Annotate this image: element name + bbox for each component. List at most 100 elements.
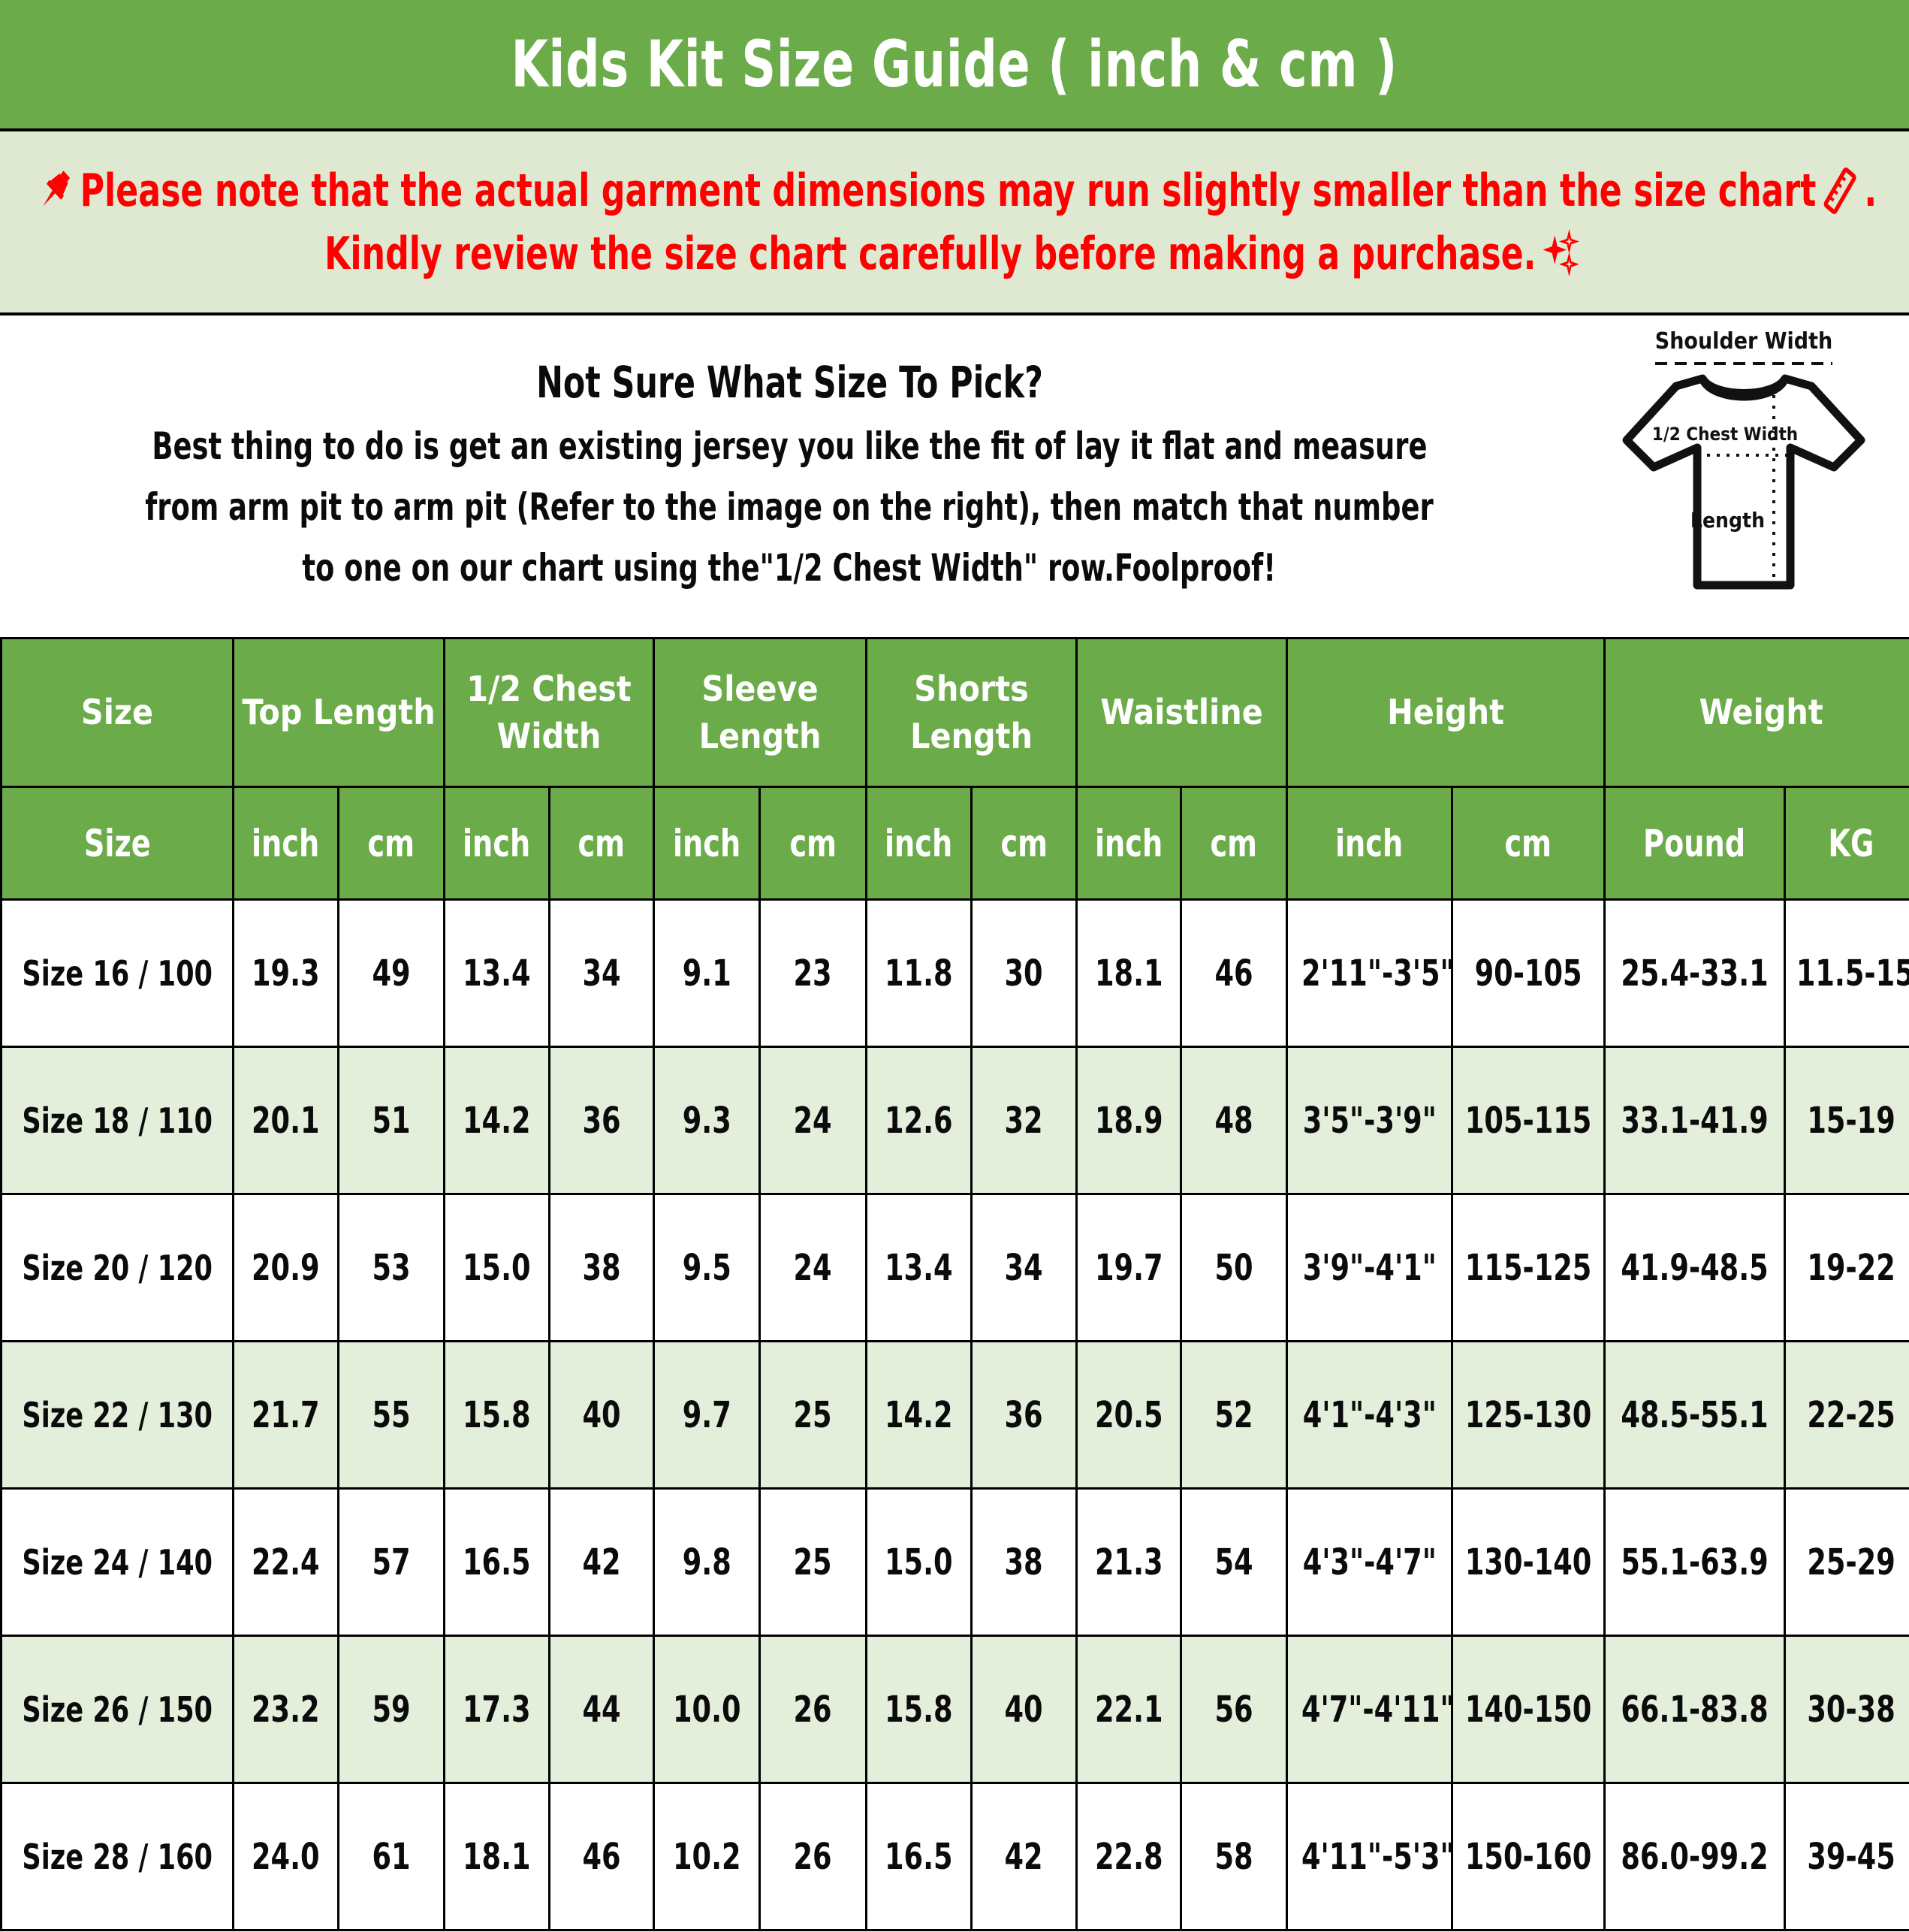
cell-value: 25-29 — [1807, 1541, 1895, 1583]
cell-value: 11.8 — [885, 952, 953, 995]
cell-value: 22.4 — [252, 1541, 320, 1583]
cell-value: 14.2 — [463, 1099, 531, 1142]
cell-value: 15.0 — [463, 1246, 531, 1289]
cell-value: 24 — [793, 1099, 833, 1142]
value-cell: 66.1-83.8 — [1603, 1635, 1787, 1784]
cell-value: 46 — [1214, 952, 1253, 995]
notice-text-2: Kindly review the size chart carefully b… — [324, 227, 1537, 280]
group-header-row: Size Top Length 1/2 Chest Width Sleeve Leng… — [0, 637, 1909, 788]
cell-value: 105-115 — [1464, 1099, 1592, 1142]
value-cell: 39-45 — [1784, 1782, 1909, 1931]
size-help-heading: Not Sure What Size To Pick? — [535, 356, 1043, 408]
value-cell: 9.5 — [653, 1193, 761, 1342]
value-cell: 105-115 — [1451, 1046, 1606, 1195]
title-bar: Kids Kit Size Guide ( inch & cm ) — [0, 0, 1909, 131]
value-cell: 52 — [1180, 1340, 1289, 1490]
value-cell: 150-160 — [1451, 1782, 1606, 1931]
subheader-label: inch — [672, 821, 741, 865]
table-row: Size 22 / 130 21.7 55 15.8 40 9.7 25 14.2 36 20.5… — [0, 1340, 1909, 1490]
cell-value: 55 — [372, 1393, 411, 1436]
notice-text-1-end: . — [1864, 164, 1877, 217]
size-cell: Size 24 / 140 — [0, 1487, 234, 1637]
value-cell: 140-150 — [1451, 1635, 1606, 1784]
cell-value: 15.8 — [885, 1688, 953, 1731]
cell-value: 58 — [1214, 1835, 1253, 1878]
value-cell: 50 — [1180, 1193, 1289, 1342]
cell-value: 33.1-41.9 — [1621, 1099, 1769, 1142]
value-cell: 32 — [970, 1046, 1078, 1195]
cell-value: 54 — [1214, 1541, 1253, 1583]
value-cell: 34 — [548, 898, 656, 1048]
value-cell: 10.0 — [653, 1635, 761, 1784]
value-cell: 54 — [1180, 1487, 1289, 1637]
group-header-cell: Shorts Length — [865, 637, 1078, 788]
subheader-cell: cm — [970, 786, 1078, 901]
value-cell: 18.1 — [1075, 898, 1183, 1048]
value-cell: 22.4 — [232, 1487, 339, 1637]
subheader-cell: inch — [653, 786, 761, 901]
size-help-line-1: Best thing to do is get an existing jers… — [151, 424, 1428, 469]
value-cell: 55.1-63.9 — [1603, 1487, 1787, 1637]
value-cell: 53 — [336, 1193, 446, 1342]
value-cell: 23.2 — [232, 1635, 339, 1784]
subheader-label: cm — [578, 821, 626, 865]
cell-value: 52 — [1214, 1393, 1253, 1436]
value-cell: 17.3 — [443, 1635, 551, 1784]
value-cell: 40 — [970, 1635, 1078, 1784]
subheader-cell: Pound — [1603, 786, 1787, 901]
cell-value: 4'1"-4'3" — [1302, 1393, 1437, 1436]
subheader-cell: cm — [758, 786, 868, 901]
value-cell: 11.5-15 — [1784, 898, 1909, 1048]
value-cell: 26 — [758, 1635, 868, 1784]
value-cell: 36 — [970, 1340, 1078, 1490]
value-cell: 20.9 — [232, 1193, 339, 1342]
value-cell: 41.9-48.5 — [1603, 1193, 1787, 1342]
group-header-cell: Height — [1286, 637, 1606, 788]
cell-value: 18.1 — [1094, 952, 1163, 995]
value-cell: 22.1 — [1075, 1635, 1183, 1784]
size-cell: Size 16 / 100 — [0, 898, 234, 1048]
cell-value: 44 — [582, 1688, 621, 1731]
cell-value: 10.2 — [672, 1835, 741, 1878]
cell-value: 25 — [793, 1393, 833, 1436]
value-cell: 20.5 — [1075, 1340, 1183, 1490]
value-cell: 24 — [758, 1046, 868, 1195]
size-cell: Size 26 / 150 — [0, 1635, 234, 1784]
subheader-cell: inch — [865, 786, 973, 901]
value-cell: 30-38 — [1784, 1635, 1909, 1784]
value-cell: 9.1 — [653, 898, 761, 1048]
value-cell: 115-125 — [1451, 1193, 1606, 1342]
cell-value: 51 — [372, 1099, 411, 1142]
value-cell: 11.8 — [865, 898, 973, 1048]
page-title: Kids Kit Size Guide ( inch & cm ) — [511, 26, 1398, 102]
value-cell: 9.8 — [653, 1487, 761, 1637]
value-cell: 10.2 — [653, 1782, 761, 1931]
value-cell: 42 — [970, 1782, 1078, 1931]
subheader-label: inch — [463, 821, 531, 865]
group-header-cell: Waistline — [1075, 637, 1289, 788]
cell-value: 18.9 — [1094, 1099, 1163, 1142]
cell-value: Size 26 / 150 — [22, 1689, 213, 1730]
cell-value: 46 — [582, 1835, 621, 1878]
cell-value: 57 — [372, 1541, 411, 1583]
cell-value: 9.5 — [682, 1246, 731, 1289]
cell-value: 20.5 — [1094, 1393, 1163, 1436]
value-cell: 40 — [548, 1340, 656, 1490]
cell-value: 48.5-55.1 — [1621, 1393, 1769, 1436]
cell-value: 23 — [793, 952, 833, 995]
cell-value: 4'11"-5'3" — [1301, 1835, 1452, 1878]
cell-value: 66.1-83.8 — [1621, 1688, 1769, 1731]
subheader-cell: inch — [232, 786, 339, 901]
cell-value: 3'9"-4'1" — [1302, 1246, 1437, 1289]
notice-banner: Please note that the actual garment dime… — [0, 131, 1909, 315]
value-cell: 2'11"-3'5" — [1286, 898, 1454, 1048]
cell-value: 61 — [372, 1835, 411, 1878]
table-row: Size 24 / 140 22.4 57 16.5 42 9.8 25 15.0 38 21.3… — [0, 1487, 1909, 1637]
size-table: Size Top Length 1/2 Chest Width Sleeve Leng… — [0, 637, 1909, 1931]
cell-value: 32 — [1004, 1099, 1044, 1142]
value-cell: 22.8 — [1075, 1782, 1183, 1931]
value-cell: 90-105 — [1451, 898, 1606, 1048]
value-cell: 9.3 — [653, 1046, 761, 1195]
cell-value: 49 — [372, 952, 411, 995]
cell-value: 86.0-99.2 — [1621, 1835, 1769, 1878]
